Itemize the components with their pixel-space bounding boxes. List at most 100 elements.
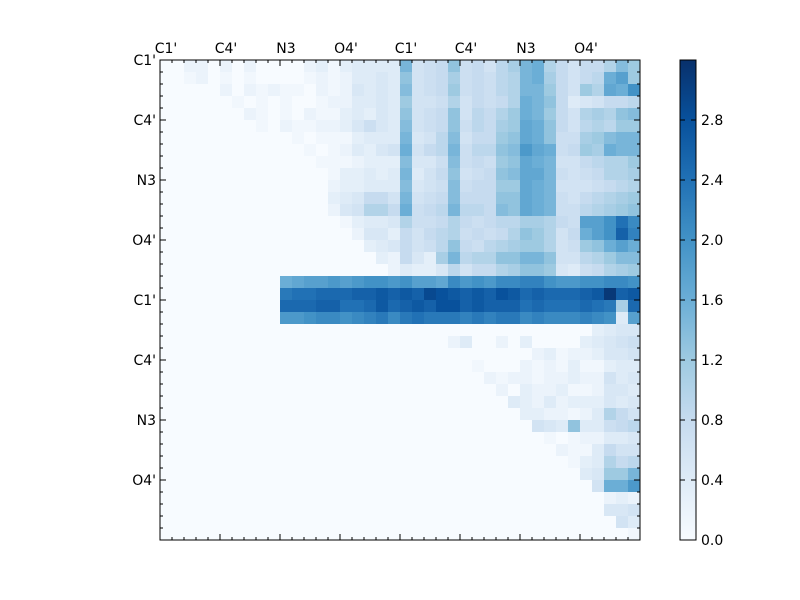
heatmap-cell <box>472 108 485 121</box>
row-tick-label: N3 <box>137 173 156 189</box>
heatmap-cell <box>244 456 257 469</box>
heatmap-cell <box>604 360 617 373</box>
heatmap-cell <box>160 408 173 421</box>
heatmap-cell <box>496 420 509 433</box>
heatmap-cell <box>304 168 317 181</box>
heatmap-cell <box>496 504 509 517</box>
heatmap-cell <box>532 372 545 385</box>
heatmap-cell <box>484 168 497 181</box>
heatmap-cell <box>448 96 461 109</box>
heatmap-cell <box>568 456 581 469</box>
heatmap-cell <box>568 144 581 157</box>
heatmap-cell <box>496 468 509 481</box>
heatmap-cell <box>556 468 569 481</box>
heatmap-cell <box>424 360 437 373</box>
heatmap-cell <box>340 408 353 421</box>
heatmap-cell <box>196 396 209 409</box>
heatmap-cell <box>580 228 593 241</box>
heatmap-cell <box>184 60 197 73</box>
heatmap-cell <box>184 96 197 109</box>
heatmap-cell <box>268 168 281 181</box>
heatmap-cell <box>232 192 245 205</box>
heatmap-cell <box>616 372 629 385</box>
heatmap-cell <box>196 204 209 217</box>
heatmap-cell <box>160 300 173 313</box>
heatmap-cell <box>376 228 389 241</box>
heatmap-cell <box>400 168 413 181</box>
heatmap-cell <box>424 492 437 505</box>
heatmap-cell <box>208 156 221 169</box>
heatmap-cell <box>376 156 389 169</box>
heatmap-cell <box>292 96 305 109</box>
heatmap-cell <box>160 204 173 217</box>
heatmap-cell <box>364 396 377 409</box>
heatmap-cell <box>424 144 437 157</box>
heatmap-cell <box>292 180 305 193</box>
heatmap-cell <box>484 468 497 481</box>
heatmap-cell <box>532 528 545 541</box>
heatmap-cell <box>184 360 197 373</box>
heatmap-cell <box>424 168 437 181</box>
heatmap-cell <box>520 360 533 373</box>
heatmap-cell <box>628 276 641 289</box>
heatmap-cell <box>364 528 377 541</box>
heatmap-cell <box>364 264 377 277</box>
heatmap-cell <box>376 492 389 505</box>
heatmap-cell <box>508 468 521 481</box>
heatmap-cell <box>364 312 377 325</box>
heatmap-cell <box>220 60 233 73</box>
heatmap-cell <box>232 288 245 301</box>
heatmap-cell <box>460 372 473 385</box>
heatmap-cell <box>604 504 617 517</box>
heatmap-cell <box>424 528 437 541</box>
heatmap-cell <box>424 120 437 133</box>
heatmap-cell <box>580 300 593 313</box>
heatmap-cell <box>628 300 641 313</box>
heatmap-cell <box>316 432 329 445</box>
heatmap-cell <box>616 96 629 109</box>
heatmap-cell <box>436 288 449 301</box>
heatmap-cell <box>532 312 545 325</box>
heatmap-cell <box>244 408 257 421</box>
heatmap-cell <box>484 372 497 385</box>
heatmap-cell <box>568 180 581 193</box>
heatmap-cell <box>448 120 461 133</box>
heatmap-cell <box>460 108 473 121</box>
heatmap-cell <box>580 372 593 385</box>
heatmap-cell <box>592 432 605 445</box>
heatmap-cell <box>544 480 557 493</box>
heatmap-cell <box>364 288 377 301</box>
heatmap-cell <box>268 120 281 133</box>
heatmap-cell <box>556 300 569 313</box>
heatmap-cell <box>184 180 197 193</box>
heatmap-cell <box>496 444 509 457</box>
heatmap-cell <box>604 288 617 301</box>
heatmap-cell <box>628 480 641 493</box>
heatmap-cell <box>544 120 557 133</box>
heatmap-cell <box>508 144 521 157</box>
heatmap-cell <box>460 432 473 445</box>
heatmap-cell <box>376 240 389 253</box>
heatmap-cell <box>436 396 449 409</box>
heatmap-cell <box>376 132 389 145</box>
heatmap-cell <box>436 360 449 373</box>
heatmap-cell <box>292 396 305 409</box>
col-tick-labels: C1' C4' N3 O4' C1' C4' N3 O4' <box>155 41 598 57</box>
heatmap-cell <box>220 96 233 109</box>
heatmap-cell <box>220 72 233 85</box>
heatmap-cell <box>196 288 209 301</box>
heatmap-cell <box>208 192 221 205</box>
heatmap-cell <box>292 288 305 301</box>
heatmap-cell <box>268 480 281 493</box>
heatmap-cell <box>592 444 605 457</box>
heatmap-cell <box>436 348 449 361</box>
heatmap-cell <box>340 360 353 373</box>
heatmap-cell <box>376 372 389 385</box>
heatmap-cell <box>340 336 353 349</box>
heatmap-cell <box>196 168 209 181</box>
heatmap-cell <box>388 360 401 373</box>
heatmap-cell <box>292 144 305 157</box>
heatmap-cell <box>532 432 545 445</box>
heatmap-cell <box>184 288 197 301</box>
heatmap-cell <box>232 144 245 157</box>
